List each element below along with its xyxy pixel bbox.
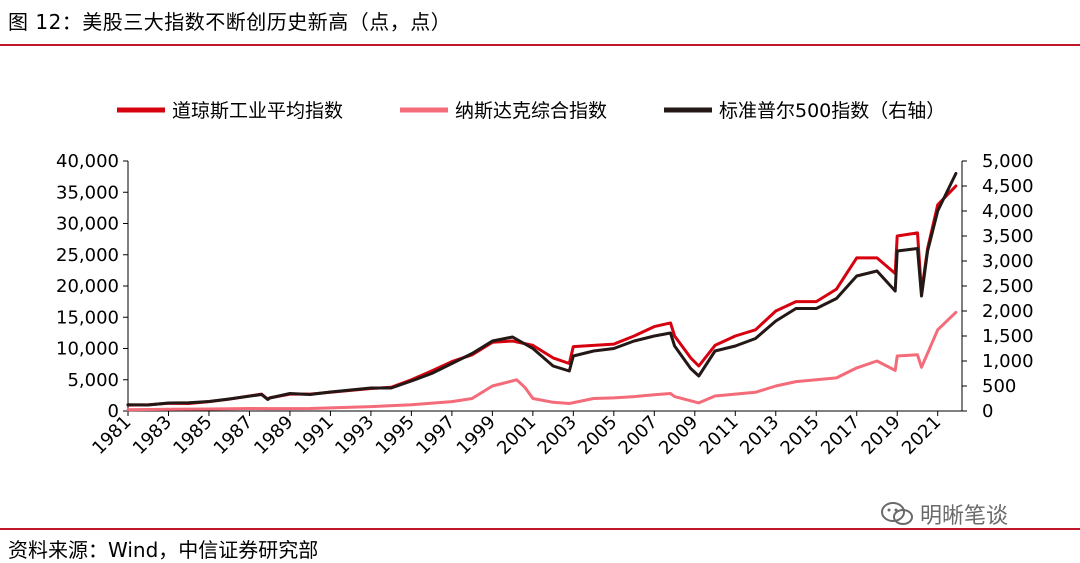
x-tick-label: 1995 — [372, 412, 419, 459]
left-tick-label: 40,000 — [56, 151, 119, 172]
left-tick-label: 15,000 — [56, 307, 119, 328]
x-tick-label: 1983 — [129, 412, 176, 459]
right-tick-label: 1,000 — [982, 351, 1034, 372]
series-line — [126, 184, 958, 407]
x-tick-label: 1985 — [169, 412, 216, 459]
x-tick-label: 1989 — [250, 412, 297, 459]
watermark: 明晰笔谈 — [880, 498, 1008, 530]
watermark-text: 明晰笔谈 — [920, 504, 1009, 529]
right-tick-label: 5,000 — [982, 151, 1034, 172]
x-tick-label: 2021 — [898, 412, 945, 459]
x-tick-label: 1999 — [453, 412, 500, 459]
right-tick-label: 3,000 — [982, 251, 1034, 272]
series-line — [126, 310, 958, 412]
series-line — [126, 172, 958, 407]
x-tick-label: 1991 — [291, 412, 338, 459]
right-tick-label: 0 — [982, 401, 993, 422]
right-tick-label: 500 — [982, 376, 1016, 397]
bottom-rule — [0, 528, 1080, 530]
x-tick-label: 1993 — [331, 412, 378, 459]
legend: 道琼斯工业平均指数 纳斯达克综合指数 标准普尔500指数（右轴） — [117, 100, 945, 122]
right-tick-label: 4,000 — [982, 201, 1034, 222]
x-tick-label: 1987 — [210, 412, 257, 459]
x-tick-label: 2015 — [777, 412, 824, 459]
right-tick-label: 1,500 — [982, 326, 1034, 347]
x-tick-label: 2003 — [534, 412, 581, 459]
x-tick-label: 2005 — [574, 412, 621, 459]
legend-label: 纳斯达克综合指数 — [455, 100, 607, 122]
left-tick-label: 20,000 — [56, 276, 119, 297]
index-line-chart: 道琼斯工业平均指数 纳斯达克综合指数 标准普尔500指数（右轴） 0 5,000 10,… — [56, 100, 1034, 459]
left-tick-label: 0 — [108, 401, 119, 422]
right-tick-label: 2,500 — [982, 276, 1034, 297]
x-tick-label: 1997 — [412, 412, 459, 459]
series-lines — [126, 172, 958, 412]
x-tick-label: 2011 — [696, 412, 743, 459]
x-tick-label: 2001 — [493, 412, 540, 459]
wechat-icon — [881, 502, 913, 525]
left-tick-label: 35,000 — [56, 182, 119, 203]
x-tick-label: 2019 — [858, 412, 905, 459]
right-tick-label: 4,500 — [982, 176, 1034, 197]
x-tick-label: 2007 — [615, 412, 662, 459]
axes: 0 5,000 10,000 15,000 20,000 25,000 30,000 35,0… — [56, 151, 1034, 459]
top-rule — [0, 44, 1080, 46]
x-tick-label: 2013 — [736, 412, 783, 459]
left-tick-label: 30,000 — [56, 214, 119, 235]
left-tick-label: 5,000 — [67, 370, 119, 391]
right-tick-label: 2,000 — [982, 301, 1034, 322]
figure-title: 图 12：美股三大指数不断创历史新高（点，点） — [8, 10, 452, 34]
source-note: 资料来源：Wind，中信证券研究部 — [8, 538, 319, 562]
x-tick-label: 2017 — [817, 412, 864, 459]
legend-label: 标准普尔500指数（右轴） — [719, 100, 945, 122]
left-tick-label: 25,000 — [56, 245, 119, 266]
x-tick-label: 2009 — [655, 412, 702, 459]
legend-label: 道琼斯工业平均指数 — [172, 100, 343, 122]
left-tick-label: 10,000 — [56, 339, 119, 360]
right-tick-label: 3,500 — [982, 226, 1034, 247]
